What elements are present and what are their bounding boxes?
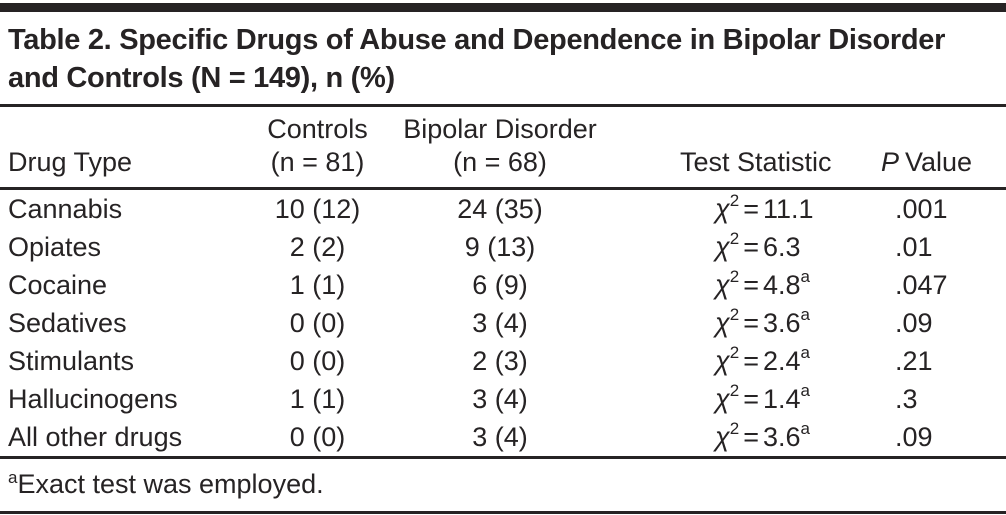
chi-symbol: χ	[715, 383, 730, 414]
header-p-value: P Value	[855, 107, 1006, 190]
table-header: Drug Type Controls (n = 81) Bipolar Diso…	[0, 107, 1006, 190]
header-drug-type-label: Drug Type	[8, 147, 133, 177]
chi-exponent: 2	[729, 266, 740, 286]
controls-cell: 0 (0)	[289, 345, 346, 376]
exact-test-marker: a	[800, 266, 811, 286]
equals-sign: =	[743, 269, 759, 300]
table-body: Cannabis 10 (12) 24 (35) χ2 = 11.1 .001 Opiates…	[0, 189, 1006, 457]
controls-cell: 10 (12)	[274, 193, 361, 224]
exact-test-marker: a	[800, 342, 811, 362]
chi-exponent: 2	[729, 190, 740, 210]
test-statistic-cell: χ2 = 1.4a	[715, 380, 811, 414]
chi-symbol: χ	[715, 231, 730, 262]
controls-cell: 2 (2)	[289, 231, 346, 262]
drug-type-cell: Cannabis	[8, 193, 123, 224]
table-row: Sedatives 0 (0) 3 (4) χ2 = 3.6a .09	[0, 304, 1006, 342]
header-bipolar-line1: Bipolar Disorder	[403, 114, 597, 144]
chi-exponent: 2	[729, 342, 740, 362]
drug-type-cell: Opiates	[8, 231, 102, 262]
p-value-rest: Value	[905, 147, 973, 177]
header-controls: Controls (n = 81)	[240, 107, 395, 190]
test-statistic-cell: χ2 = 4.8a	[715, 266, 811, 300]
table-row: Cocaine 1 (1) 6 (9) χ2 = 4.8a .047	[0, 266, 1006, 304]
test-statistic-cell: χ2 = 11.1	[715, 190, 814, 224]
bipolar-cell: 24 (35)	[457, 193, 543, 224]
equals-sign: =	[743, 193, 759, 224]
test-statistic-cell: χ2 = 2.4a	[715, 342, 811, 376]
test-statistic-cell: χ2 = 3.6a	[715, 304, 811, 338]
p-value-cell: .047	[895, 269, 948, 300]
p-value-cell: .09	[895, 307, 933, 338]
table-row: Opiates 2 (2) 9 (13) χ2 = 6.3 .01	[0, 228, 1006, 266]
exact-test-marker: a	[800, 304, 811, 324]
p-value-cell: .21	[895, 345, 933, 376]
header-bipolar-line2: (n = 68)	[453, 147, 547, 177]
bipolar-cell: 9 (13)	[464, 231, 536, 262]
equals-sign: =	[743, 383, 759, 414]
table-title: Table 2. Specific Drugs of Abuse and Dep…	[8, 24, 946, 94]
chi-symbol: χ	[715, 269, 730, 300]
title-divider-rule	[0, 104, 1006, 107]
p-value-cell: .09	[895, 421, 933, 452]
header-bipolar: Bipolar Disorder (n = 68)	[395, 107, 605, 190]
header-drug-type: Drug Type	[0, 107, 240, 190]
header-test-statistic-label: Test Statistic	[680, 147, 832, 177]
header-test-statistic: Test Statistic	[605, 107, 855, 190]
chi-exponent: 2	[729, 228, 740, 248]
p-value-cell: .3	[895, 383, 918, 414]
footnote-divider-rule	[0, 456, 1006, 459]
bipolar-cell: 2 (3)	[472, 345, 528, 376]
controls-cell: 1 (1)	[289, 383, 346, 414]
controls-cell: 0 (0)	[289, 421, 346, 452]
bottom-rule	[0, 511, 1006, 514]
equals-sign: =	[743, 345, 759, 376]
bipolar-cell: 3 (4)	[472, 421, 528, 452]
drugs-table: Drug Type Controls (n = 81) Bipolar Diso…	[0, 107, 1006, 456]
drug-type-cell: Sedatives	[8, 307, 127, 338]
table-row: Stimulants 0 (0) 2 (3) χ2 = 2.4a .21	[0, 342, 1006, 380]
table-row: Cannabis 10 (12) 24 (35) χ2 = 11.1 .001	[0, 189, 1006, 229]
header-row: Drug Type Controls (n = 81) Bipolar Diso…	[0, 107, 1006, 190]
p-value-cell: .01	[895, 231, 933, 262]
exact-test-marker: a	[800, 418, 811, 438]
header-controls-line2: (n = 81)	[270, 147, 365, 177]
chi-exponent: 2	[729, 380, 740, 400]
drug-type-cell: All other drugs	[8, 421, 183, 452]
chi-symbol: χ	[715, 307, 730, 338]
table-row: Hallucinogens 1 (1) 3 (4) χ2 = 1.4a .3	[0, 380, 1006, 418]
chi-exponent: 2	[729, 304, 740, 324]
chi-symbol: χ	[715, 421, 730, 452]
bipolar-cell: 3 (4)	[472, 307, 528, 338]
header-p-value-label: P Value	[881, 146, 1006, 179]
footnote-text: Exact test was employed.	[17, 469, 324, 499]
footnote-marker: a	[8, 468, 18, 487]
p-value-cell: .001	[895, 193, 948, 224]
top-thick-rule	[0, 3, 1006, 12]
controls-cell: 0 (0)	[289, 307, 346, 338]
p-value-italic-p: P	[881, 147, 900, 177]
equals-sign: =	[743, 231, 759, 262]
table-footnote: aExact test was employed.	[0, 459, 1006, 511]
table-row: All other drugs 0 (0) 3 (4) χ2 = 3.6a .09	[0, 418, 1006, 456]
test-statistic-cell: χ2 = 6.3	[715, 228, 801, 262]
bipolar-cell: 3 (4)	[472, 383, 528, 414]
test-statistic-cell: χ2 = 3.6a	[715, 418, 811, 452]
drug-type-cell: Stimulants	[8, 345, 135, 376]
chi-symbol: χ	[715, 345, 730, 376]
bipolar-cell: 6 (9)	[472, 269, 528, 300]
header-controls-line1: Controls	[267, 114, 368, 144]
drug-type-cell: Hallucinogens	[8, 383, 178, 414]
controls-cell: 1 (1)	[289, 269, 346, 300]
chi-exponent: 2	[729, 418, 740, 438]
chi-symbol: χ	[715, 193, 730, 224]
drug-type-cell: Cocaine	[8, 269, 108, 300]
equals-sign: =	[743, 307, 759, 338]
exact-test-marker: a	[800, 380, 811, 400]
equals-sign: =	[743, 421, 759, 452]
